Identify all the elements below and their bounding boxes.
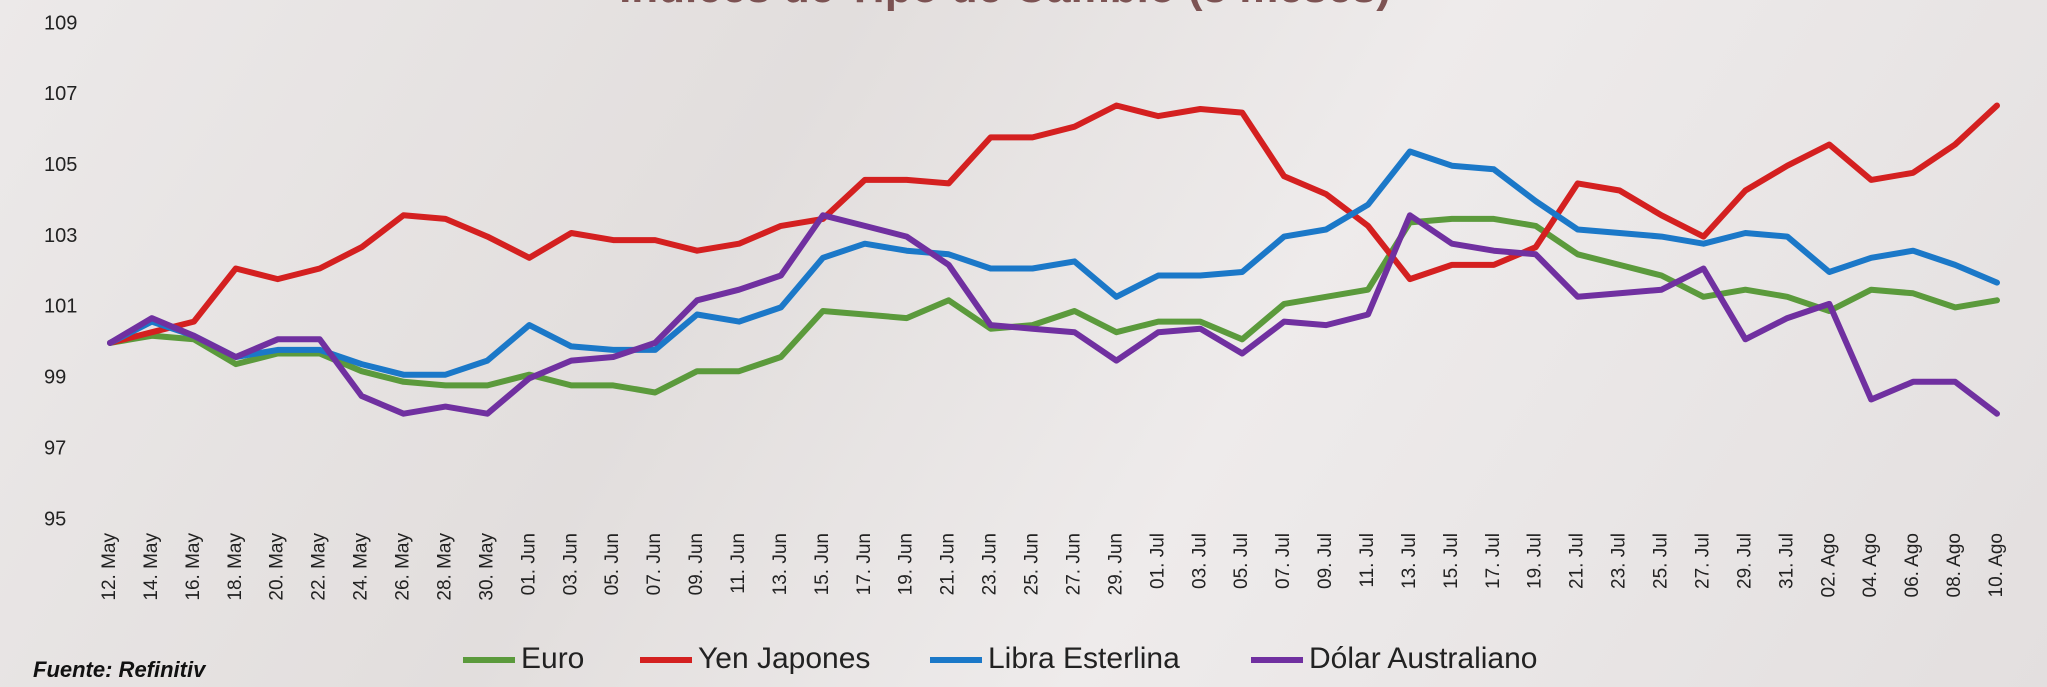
- x-tick-label: 31. Jul: [1776, 533, 1797, 589]
- x-tick-label: 03. Jul: [1189, 533, 1210, 589]
- x-tick-label: 12. May: [99, 533, 120, 601]
- legend-label: Yen Japones: [698, 642, 870, 675]
- x-tick-label: 19. Jun: [896, 533, 917, 595]
- x-tick-label: 09. Jun: [686, 533, 707, 595]
- x-tick-label: 03. Jun: [560, 533, 581, 595]
- x-tick-label: 21. Jun: [938, 533, 959, 595]
- x-tick-label: 14. May: [141, 533, 162, 601]
- legend-label: Euro: [521, 642, 584, 675]
- x-tick-label: 17. Jun: [854, 533, 875, 595]
- x-tick-label: 27. Jun: [1063, 533, 1084, 595]
- y-tick-label: 107: [44, 83, 77, 105]
- x-tick-label: 28. May: [434, 533, 455, 601]
- x-tick-label: 30. May: [476, 533, 497, 601]
- x-tick-label: 29. Jun: [1105, 533, 1126, 595]
- x-tick-label: 16. May: [183, 533, 204, 601]
- x-tick-label: 07. Jul: [1273, 533, 1294, 589]
- x-tick-label: 25. Jul: [1651, 533, 1672, 589]
- x-tick-label: 13. Jun: [770, 533, 791, 595]
- series-line: [107, 148, 2000, 378]
- x-tick-label: 23. Jun: [980, 533, 1001, 595]
- series-line: [107, 215, 2000, 396]
- x-tick-label: 07. Jun: [644, 533, 665, 595]
- x-tick-label: 05. Jul: [1231, 533, 1252, 589]
- x-tick-label: 10. Ago: [1986, 533, 2007, 597]
- chart-title: Índices de Tipo de Cambio (3 meses): [619, 0, 1391, 12]
- x-tick-label: 05. Jun: [602, 533, 623, 595]
- x-tick-label: 08. Ago: [1944, 533, 1965, 597]
- x-tick-label: 01. Jun: [518, 533, 539, 595]
- x-tick-label: 27. Jul: [1692, 533, 1713, 589]
- x-tick-label: 13. Jul: [1399, 533, 1420, 589]
- x-tick-label: 02. Ago: [1818, 533, 1839, 597]
- x-tick-label: 19. Jul: [1525, 533, 1546, 589]
- x-tick-label: 23. Jul: [1609, 533, 1630, 589]
- x-tick-label: 09. Jul: [1315, 533, 1336, 589]
- x-tick-label: 18. May: [225, 533, 246, 601]
- x-tick-label: 01. Jul: [1147, 533, 1168, 589]
- y-tick-label: 101: [44, 296, 77, 318]
- source-note: Fuente: Refinitiv: [33, 657, 207, 682]
- y-tick-label: 109: [44, 12, 77, 34]
- legend-label: Dólar Australiano: [1309, 642, 1537, 675]
- y-tick-label: 105: [44, 154, 77, 176]
- x-tick-label: 04. Ago: [1860, 533, 1881, 597]
- y-tick-label: 97: [44, 437, 66, 459]
- x-tick-label: 24. May: [351, 533, 372, 601]
- x-tick-label: 17. Jul: [1483, 533, 1504, 589]
- series-line: [107, 102, 2000, 346]
- x-tick-label: 15. Jun: [812, 533, 833, 595]
- series-line: [107, 212, 2000, 417]
- x-tick-label: 21. Jul: [1567, 533, 1588, 589]
- legend-label: Libra Esterlina: [988, 642, 1180, 675]
- x-tick-label: 22. May: [309, 533, 330, 601]
- x-tick-label: 11. Jul: [1357, 533, 1378, 588]
- y-tick-label: 103: [44, 225, 77, 247]
- x-tick-label: 15. Jul: [1441, 533, 1462, 589]
- x-tick-label: 26. May: [393, 533, 414, 601]
- x-tick-label: 25. Jun: [1022, 533, 1043, 595]
- x-tick-label: 29. Jul: [1734, 533, 1755, 589]
- x-tick-label: 11. Jun: [728, 533, 749, 594]
- y-tick-label: 99: [44, 367, 66, 389]
- x-tick-label: 20. May: [267, 533, 288, 601]
- y-tick-label: 95: [44, 508, 66, 530]
- x-tick-label: 06. Ago: [1902, 533, 1923, 597]
